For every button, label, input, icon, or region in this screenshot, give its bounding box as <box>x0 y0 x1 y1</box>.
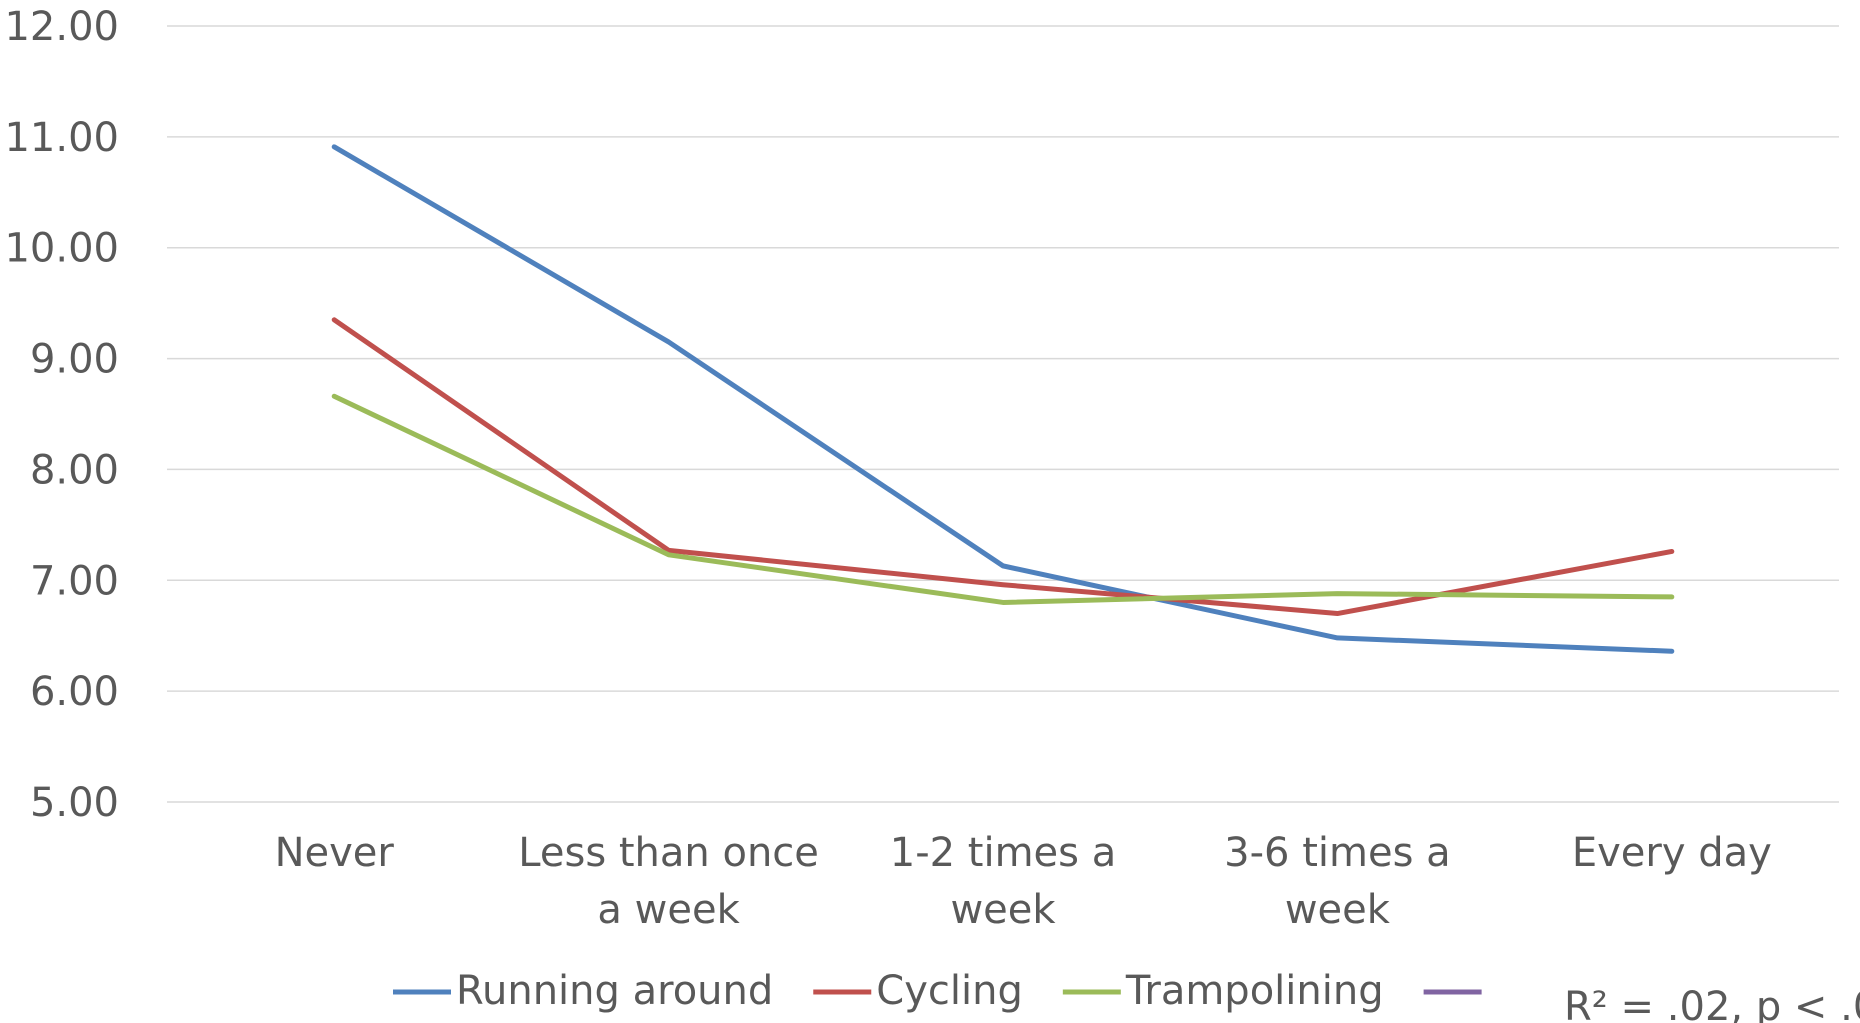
x-tick-label: Never <box>275 830 395 876</box>
annotation: R² = .02, p < .001 <box>1564 984 1860 1023</box>
legend-label: Cycling <box>876 968 1023 1014</box>
x-tick-label: Every day <box>1572 830 1772 876</box>
y-tick-label: 10.00 <box>4 226 119 272</box>
y-tick-label: 6.00 <box>30 669 119 715</box>
y-tick-label: 8.00 <box>30 447 119 493</box>
y-tick-label: 5.00 <box>30 780 119 826</box>
series-line <box>331 317 1675 617</box>
legend-label: Trampolining <box>1125 968 1384 1014</box>
series-line <box>331 144 1675 654</box>
y-tick-label: 9.00 <box>30 337 119 383</box>
y-tick-label: 12.00 <box>4 4 119 50</box>
legend-label: Running around <box>456 968 773 1014</box>
x-tick-label: 1-2 times a week <box>890 830 1116 933</box>
x-tick-label: Less than once a week <box>518 830 819 933</box>
series-line <box>331 393 1675 605</box>
y-tick-label: 11.00 <box>4 115 119 161</box>
y-tick-label: 7.00 <box>30 558 119 604</box>
x-tick-label: 3-6 times a week <box>1224 830 1450 933</box>
